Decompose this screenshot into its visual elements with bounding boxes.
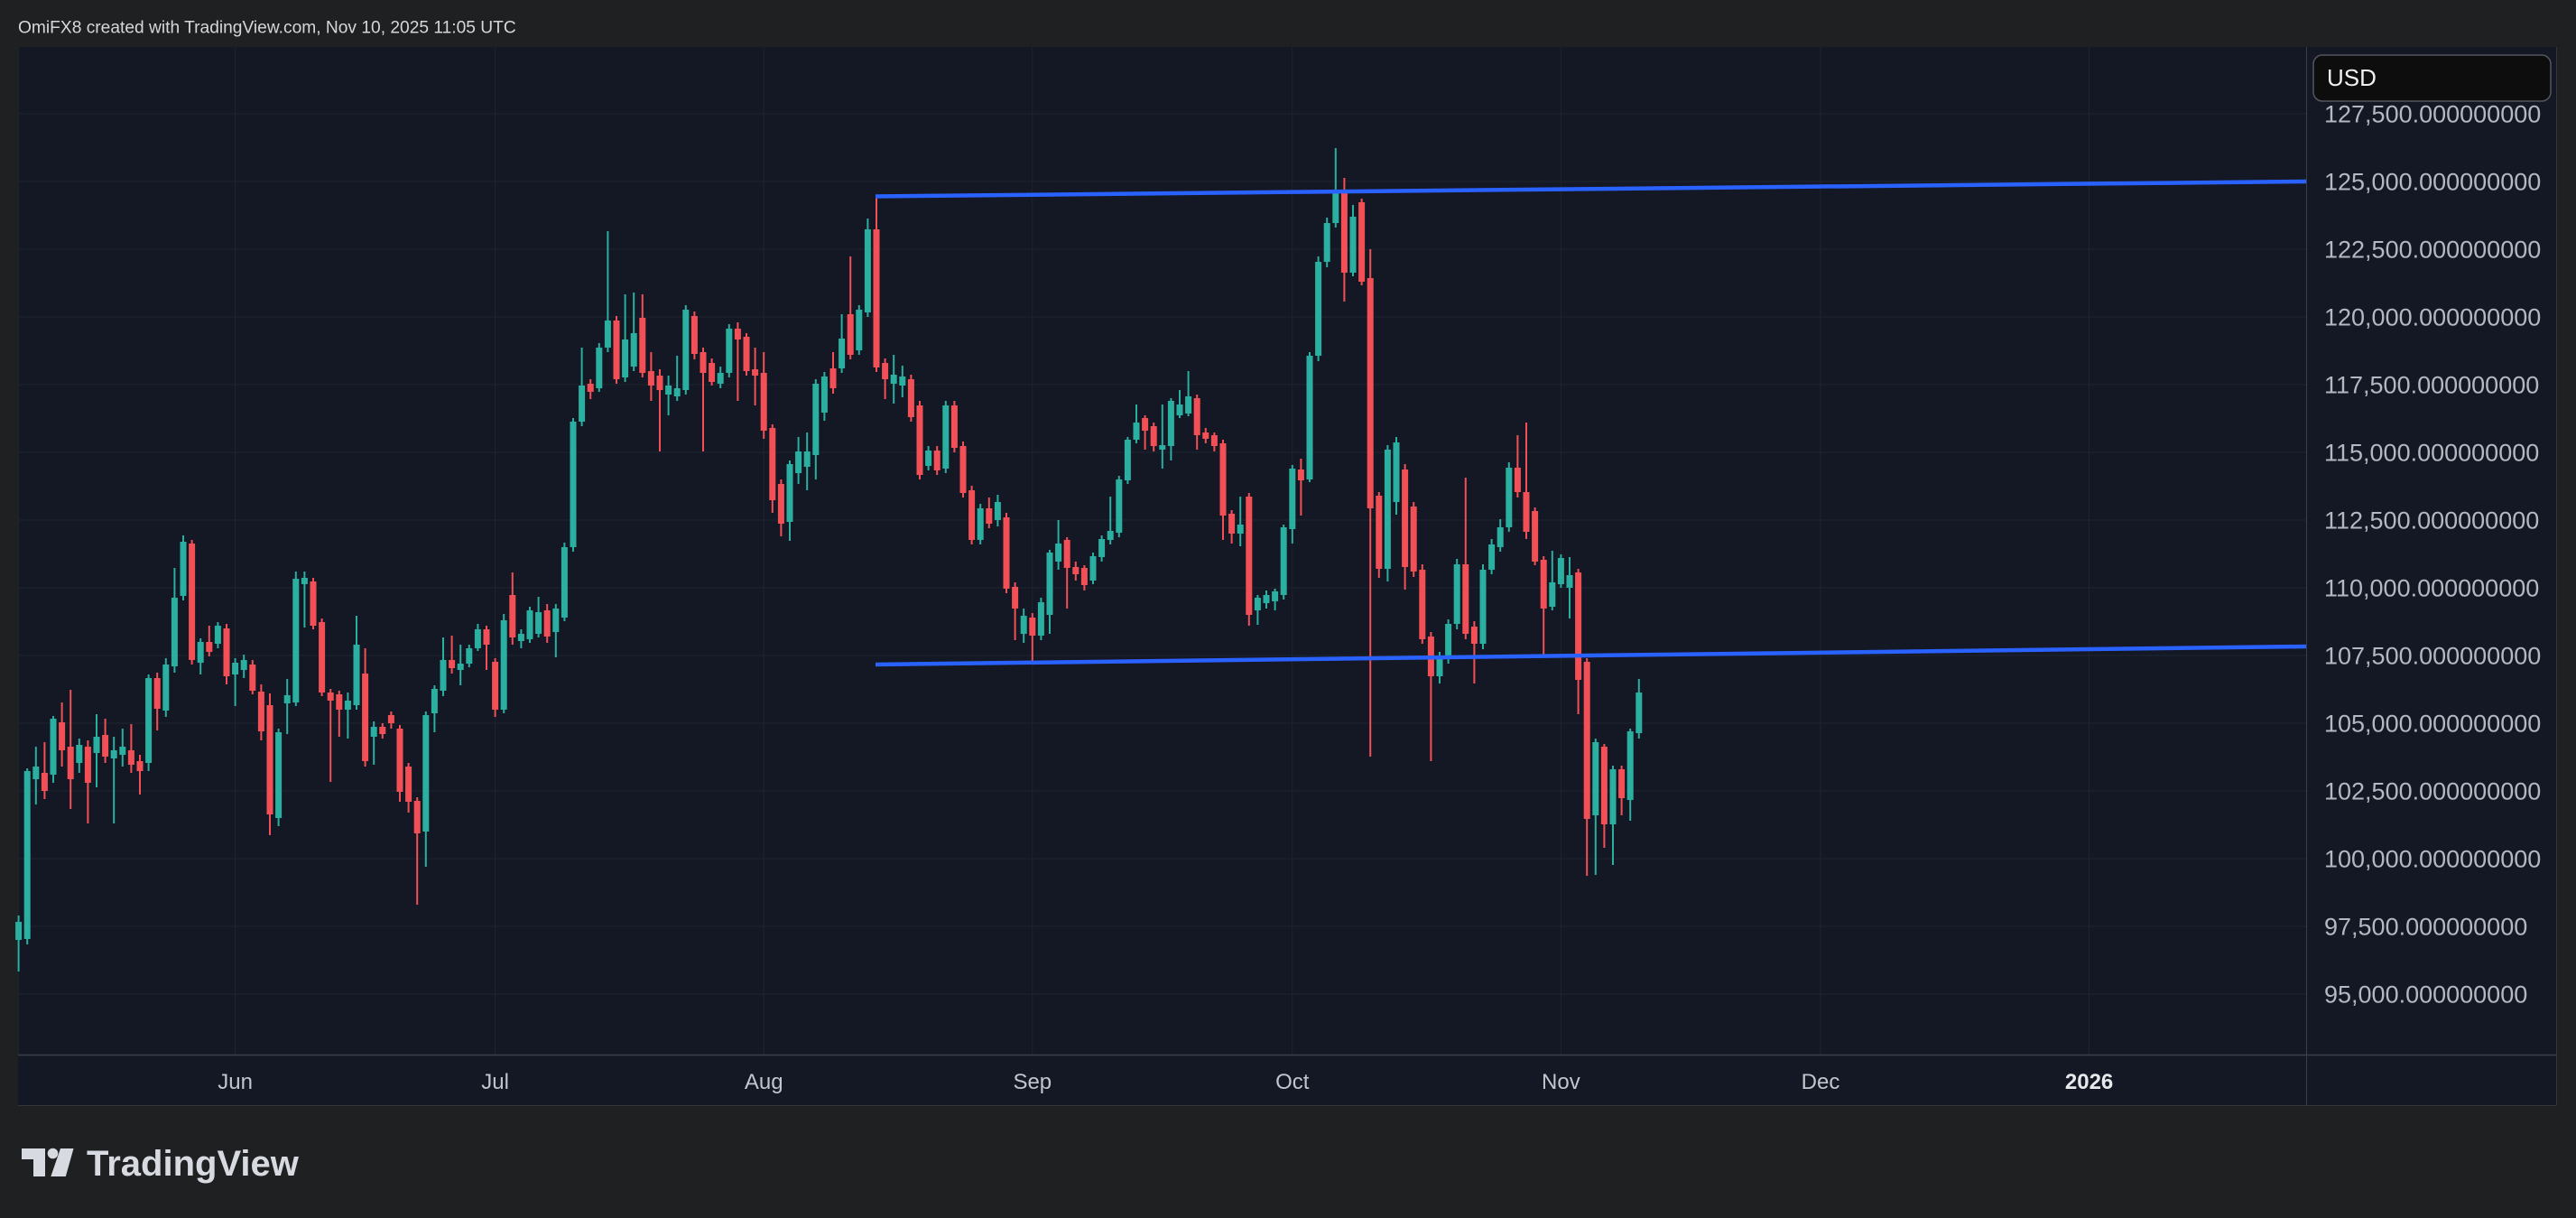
svg-text:USD: USD bbox=[2327, 64, 2377, 91]
svg-text:OmiFX8 created with TradingVie: OmiFX8 created with TradingView.com, Nov… bbox=[18, 19, 516, 38]
svg-text:107,500.000000000: 107,500.000000000 bbox=[2324, 643, 2541, 670]
svg-text:Aug: Aug bbox=[745, 1070, 783, 1094]
svg-text:Nov: Nov bbox=[1542, 1070, 1580, 1094]
svg-text:117,500.000000000: 117,500.000000000 bbox=[2324, 372, 2539, 399]
svg-text:2026: 2026 bbox=[2065, 1070, 2113, 1094]
svg-text:127,500.000000000: 127,500.000000000 bbox=[2324, 101, 2541, 128]
svg-text:100,000.000000000: 100,000.000000000 bbox=[2324, 846, 2541, 873]
svg-text:TradingView: TradingView bbox=[87, 1144, 300, 1184]
svg-text:Jul: Jul bbox=[481, 1070, 509, 1094]
svg-text:125,000.000000000: 125,000.000000000 bbox=[2324, 169, 2541, 196]
svg-text:Dec: Dec bbox=[1802, 1070, 1840, 1094]
svg-text:Oct: Oct bbox=[1275, 1070, 1310, 1094]
svg-text:95,000.000000000: 95,000.000000000 bbox=[2324, 981, 2527, 1009]
svg-text:97,500.000000000: 97,500.000000000 bbox=[2324, 914, 2527, 941]
svg-text:110,000.000000000: 110,000.000000000 bbox=[2324, 575, 2539, 602]
svg-text:120,000.000000000: 120,000.000000000 bbox=[2324, 304, 2541, 331]
svg-text:Sep: Sep bbox=[1013, 1070, 1052, 1094]
svg-text:115,000.000000000: 115,000.000000000 bbox=[2324, 440, 2539, 467]
svg-text:105,000.000000000: 105,000.000000000 bbox=[2324, 711, 2541, 738]
svg-text:122,500.000000000: 122,500.000000000 bbox=[2324, 237, 2541, 264]
svg-text:112,500.000000000: 112,500.000000000 bbox=[2324, 507, 2539, 535]
svg-text:Jun: Jun bbox=[218, 1070, 253, 1094]
svg-text:102,500.000000000: 102,500.000000000 bbox=[2324, 778, 2541, 805]
